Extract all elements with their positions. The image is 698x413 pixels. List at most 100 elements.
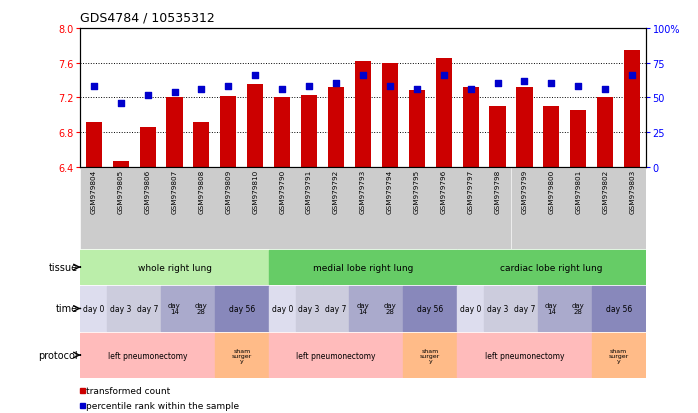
Point bbox=[196, 86, 207, 93]
Bar bbox=[269, 251, 457, 284]
Text: day
14: day 14 bbox=[168, 303, 181, 315]
Point bbox=[330, 81, 341, 88]
Text: sham
surger
y: sham surger y bbox=[609, 348, 629, 363]
Point bbox=[250, 73, 261, 79]
Bar bbox=[274, 98, 290, 167]
Text: GSM979791: GSM979791 bbox=[306, 170, 312, 214]
Bar bbox=[215, 286, 269, 332]
Bar bbox=[81, 168, 107, 249]
Text: day 3: day 3 bbox=[487, 304, 508, 313]
Bar bbox=[511, 286, 538, 332]
Point bbox=[627, 73, 638, 79]
Bar bbox=[301, 95, 317, 167]
Point bbox=[304, 84, 315, 90]
Text: day 7: day 7 bbox=[514, 304, 535, 313]
Bar bbox=[565, 168, 591, 249]
Bar bbox=[517, 88, 533, 167]
Text: GSM979796: GSM979796 bbox=[440, 170, 447, 214]
Text: day 3: day 3 bbox=[110, 304, 131, 313]
Text: GSM979798: GSM979798 bbox=[495, 170, 500, 214]
Text: medial lobe right lung: medial lobe right lung bbox=[313, 263, 413, 272]
Bar bbox=[323, 168, 349, 249]
Bar bbox=[597, 98, 614, 167]
Bar bbox=[409, 91, 425, 167]
Point bbox=[573, 84, 584, 90]
Text: day 0: day 0 bbox=[272, 304, 293, 313]
Bar bbox=[484, 286, 511, 332]
Bar bbox=[247, 85, 263, 167]
Bar bbox=[592, 286, 646, 332]
Bar bbox=[624, 50, 640, 167]
Text: day 56: day 56 bbox=[229, 304, 255, 313]
Bar bbox=[431, 168, 456, 249]
Bar bbox=[376, 286, 403, 332]
Text: GSM979809: GSM979809 bbox=[225, 170, 231, 214]
Bar bbox=[350, 168, 376, 249]
Text: day
28: day 28 bbox=[383, 303, 396, 315]
Bar bbox=[328, 88, 344, 167]
Bar bbox=[269, 168, 295, 249]
Text: GSM979790: GSM979790 bbox=[279, 170, 285, 214]
Bar bbox=[188, 168, 214, 249]
Bar bbox=[436, 59, 452, 167]
Text: GSM979805: GSM979805 bbox=[118, 170, 124, 214]
Bar bbox=[80, 286, 107, 332]
Bar bbox=[512, 168, 537, 249]
Bar bbox=[403, 286, 457, 332]
Text: GSM979795: GSM979795 bbox=[414, 170, 419, 214]
Bar bbox=[382, 64, 398, 167]
Point bbox=[411, 86, 422, 93]
Bar bbox=[166, 98, 183, 167]
Text: GSM979800: GSM979800 bbox=[549, 170, 554, 214]
Bar bbox=[269, 333, 403, 377]
Bar bbox=[377, 168, 403, 249]
Point bbox=[357, 73, 369, 79]
Bar bbox=[134, 286, 161, 332]
Text: protocol: protocol bbox=[38, 350, 77, 360]
Text: day 0: day 0 bbox=[460, 304, 482, 313]
Bar bbox=[565, 286, 592, 332]
Text: day
28: day 28 bbox=[195, 303, 208, 315]
Bar bbox=[296, 168, 322, 249]
Bar bbox=[538, 286, 565, 332]
Point bbox=[519, 78, 530, 85]
Text: GSM979802: GSM979802 bbox=[602, 170, 608, 214]
Text: GSM979810: GSM979810 bbox=[252, 170, 258, 214]
Text: GSM979801: GSM979801 bbox=[575, 170, 581, 214]
Bar bbox=[112, 162, 128, 167]
Text: time: time bbox=[55, 304, 77, 314]
Bar bbox=[161, 286, 188, 332]
Bar bbox=[322, 286, 350, 332]
Bar bbox=[80, 333, 215, 377]
Text: left pneumonectomy: left pneumonectomy bbox=[107, 351, 187, 360]
Point bbox=[223, 84, 234, 90]
Text: tissue: tissue bbox=[48, 262, 77, 273]
Text: GSM979807: GSM979807 bbox=[172, 170, 177, 214]
Bar bbox=[350, 286, 376, 332]
Text: day 7: day 7 bbox=[137, 304, 158, 313]
Bar bbox=[592, 333, 646, 377]
Text: day
14: day 14 bbox=[545, 303, 558, 315]
Bar bbox=[538, 168, 565, 249]
Point bbox=[465, 86, 476, 93]
Bar bbox=[188, 286, 215, 332]
Text: left pneumonectomy: left pneumonectomy bbox=[296, 351, 376, 360]
Bar bbox=[403, 333, 457, 377]
Bar bbox=[161, 168, 188, 249]
Bar bbox=[619, 168, 645, 249]
Point bbox=[88, 84, 99, 90]
Text: GDS4784 / 10535312: GDS4784 / 10535312 bbox=[80, 12, 215, 25]
Point bbox=[385, 84, 396, 90]
Bar bbox=[404, 168, 430, 249]
Bar bbox=[484, 168, 510, 249]
Bar bbox=[543, 107, 560, 167]
Text: GSM979804: GSM979804 bbox=[91, 170, 97, 214]
Text: sham
surger
y: sham surger y bbox=[420, 348, 440, 363]
Bar bbox=[215, 333, 269, 377]
Bar bbox=[216, 168, 242, 249]
Bar bbox=[242, 168, 268, 249]
Bar bbox=[355, 62, 371, 167]
Text: whole right lung: whole right lung bbox=[138, 263, 211, 272]
Bar bbox=[269, 286, 296, 332]
Point bbox=[169, 89, 180, 96]
